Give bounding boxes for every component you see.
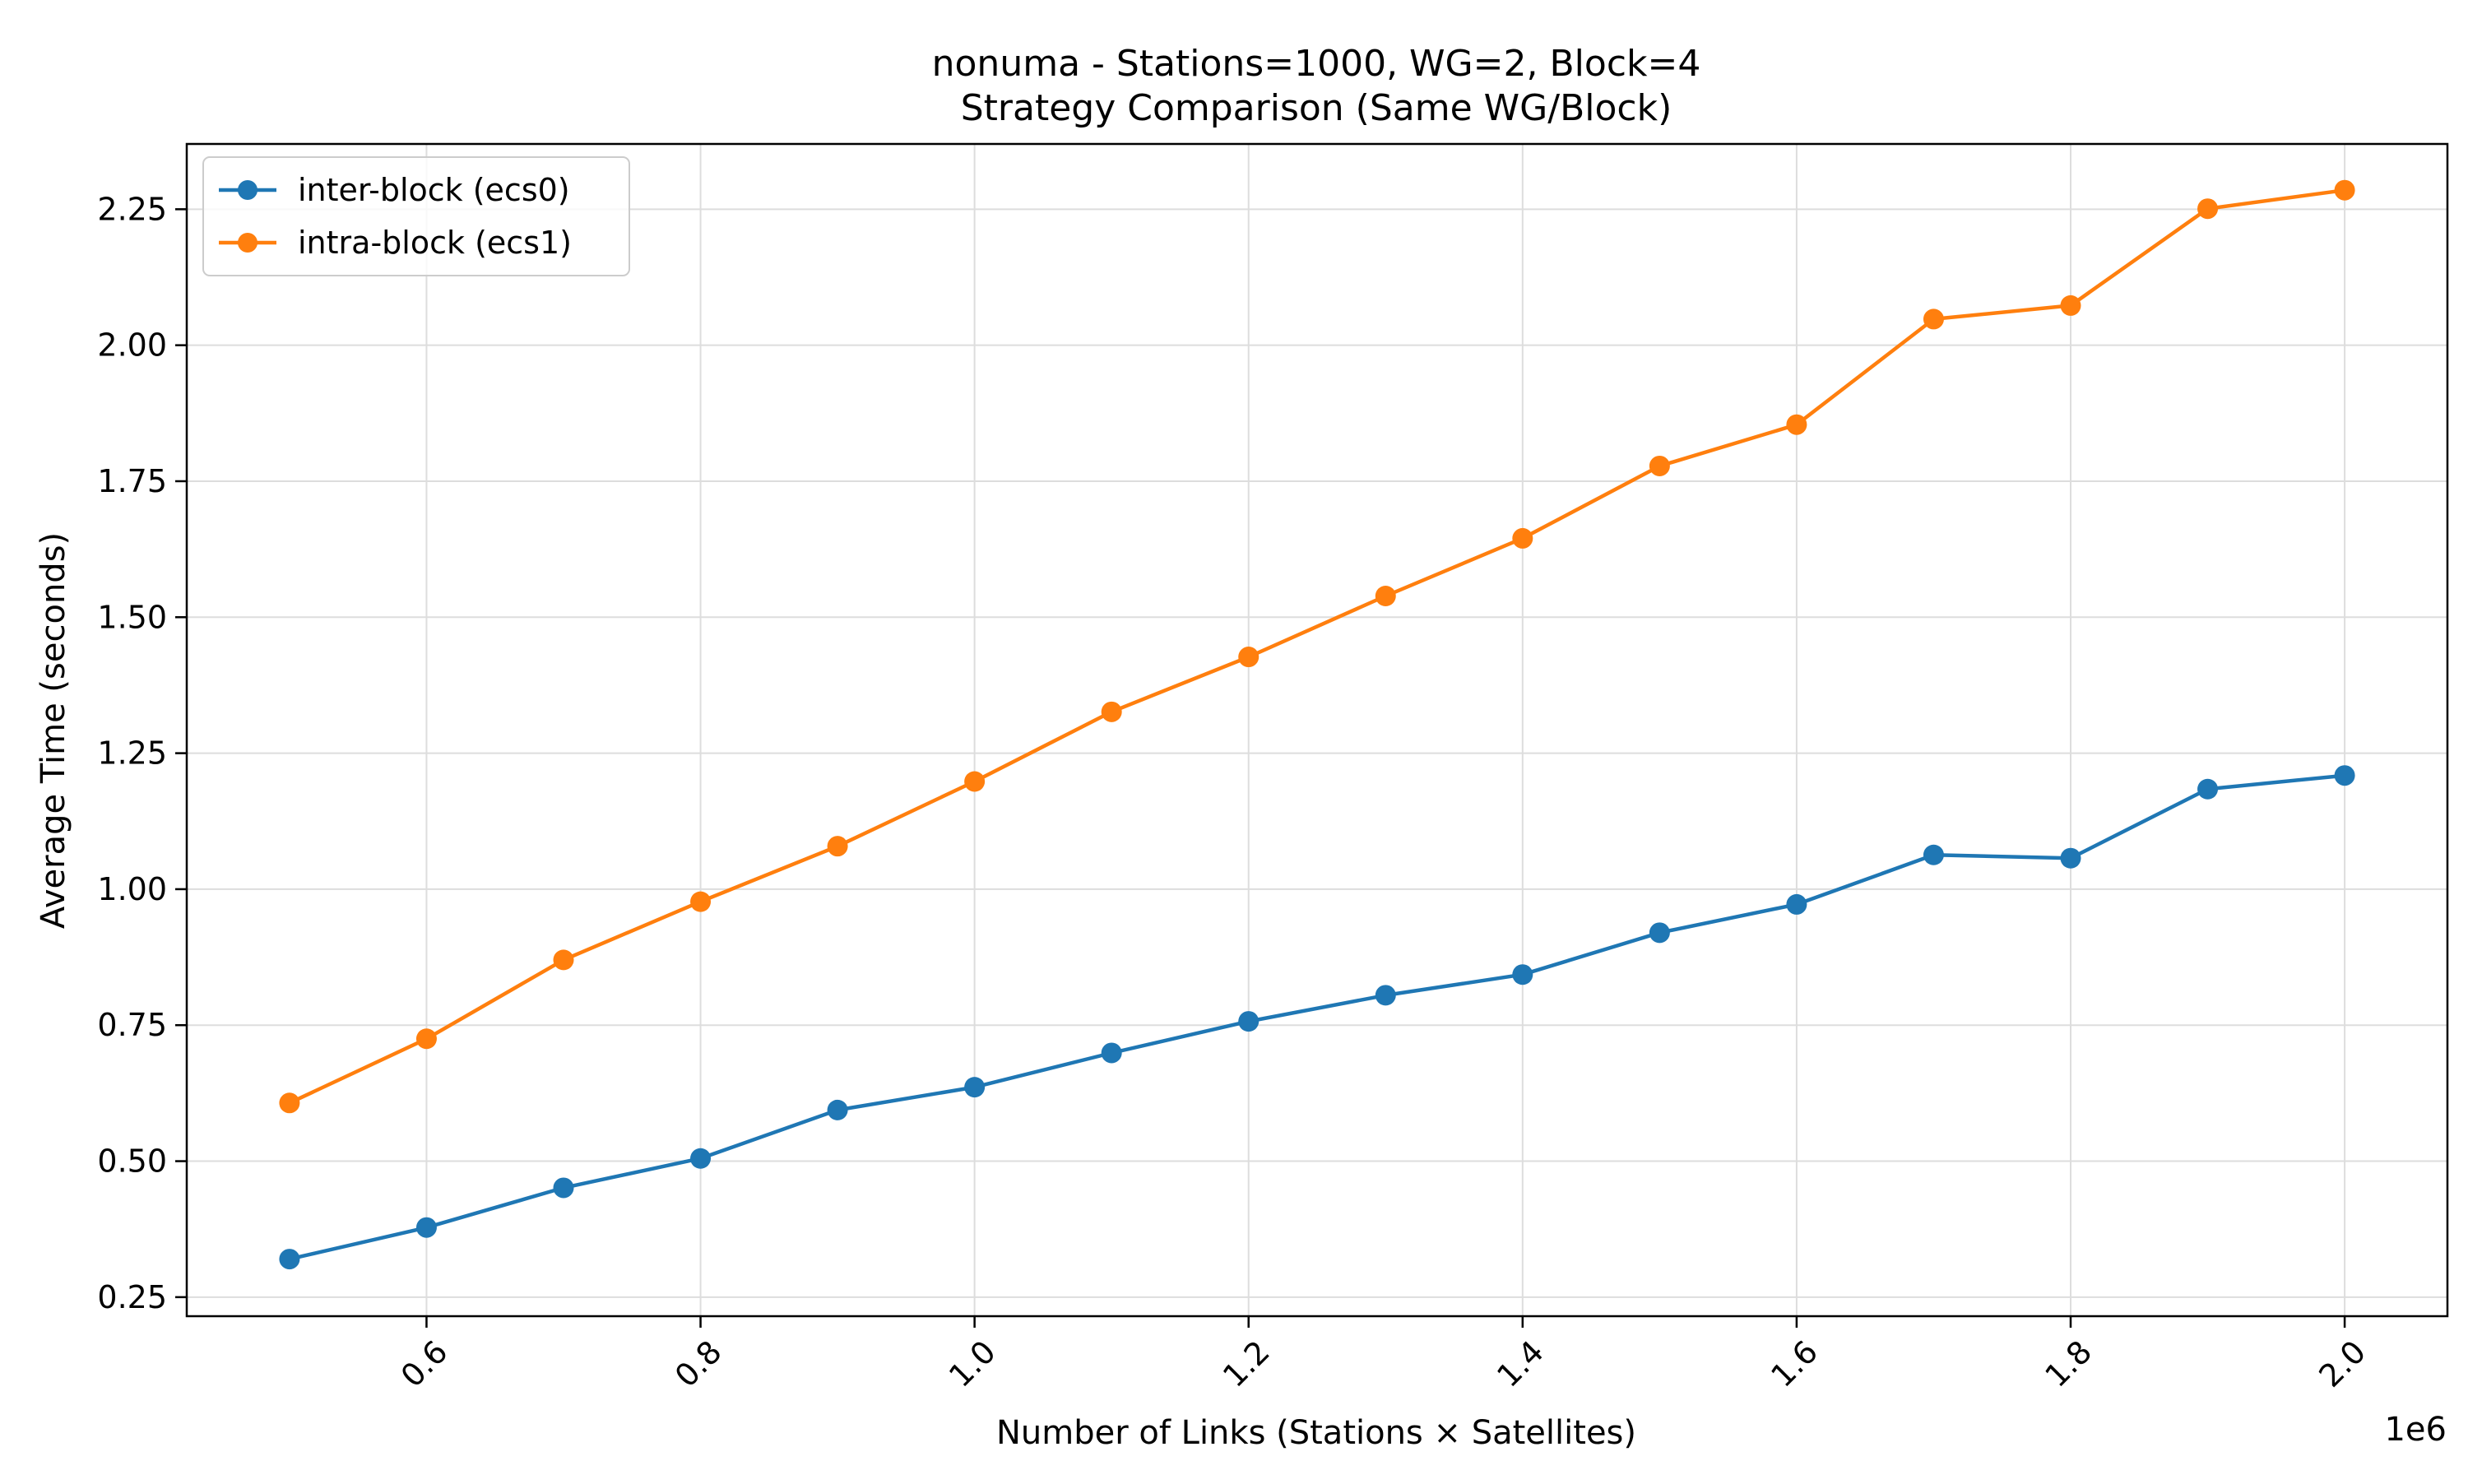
y-tick-label: 1.00 bbox=[97, 871, 167, 907]
x-axis-label: Number of Links (Stations × Satellites) bbox=[996, 1414, 1636, 1452]
data-point bbox=[415, 1217, 437, 1238]
data-point bbox=[1101, 701, 1122, 722]
y-tick-label: 0.50 bbox=[97, 1143, 167, 1180]
data-point bbox=[2334, 765, 2355, 786]
legend-marker-intra bbox=[238, 233, 257, 253]
data-point bbox=[1923, 308, 1944, 330]
data-point bbox=[1786, 414, 1807, 435]
y-tick-label: 1.25 bbox=[97, 735, 167, 772]
grid-lines bbox=[187, 144, 2447, 1316]
data-point bbox=[1649, 455, 1670, 476]
data-point bbox=[2197, 198, 2219, 220]
data-point bbox=[964, 771, 986, 792]
data-point bbox=[1649, 922, 1670, 944]
legend-box bbox=[202, 156, 630, 276]
y-tick-label: 1.75 bbox=[97, 463, 167, 499]
data-point bbox=[553, 1177, 574, 1199]
data-point bbox=[1786, 893, 1807, 915]
data-point bbox=[1512, 527, 1533, 549]
legend-label-inter: inter-block (ecs0) bbox=[298, 172, 570, 208]
y-tick-label: 2.25 bbox=[97, 191, 167, 227]
data-point bbox=[279, 1249, 300, 1270]
data-point bbox=[2060, 294, 2081, 316]
y-tick-label: 2.00 bbox=[97, 327, 167, 364]
series-layer bbox=[279, 179, 2355, 1270]
data-point bbox=[1375, 985, 1396, 1006]
series-line bbox=[287, 773, 2347, 1261]
data-point bbox=[964, 1077, 986, 1098]
series-line bbox=[287, 188, 2347, 1106]
series-1 bbox=[279, 179, 2355, 1114]
data-point bbox=[2334, 179, 2355, 201]
legend-label-intra: intra-block (ecs1) bbox=[298, 225, 572, 261]
y-axis-label: Average Time (seconds) bbox=[35, 532, 72, 929]
data-point bbox=[415, 1028, 437, 1050]
series-0 bbox=[279, 765, 2355, 1270]
chart-title: nonuma - Stations=1000, WG=2, Block=4 bbox=[932, 43, 1701, 85]
y-tick-label: 1.50 bbox=[97, 599, 167, 635]
data-point bbox=[690, 1148, 712, 1169]
data-point bbox=[1512, 964, 1533, 985]
data-point bbox=[1375, 586, 1396, 607]
legend: inter-block (ecs0) intra-block (ecs1) bbox=[202, 156, 630, 276]
data-point bbox=[1923, 844, 1944, 865]
data-point bbox=[2060, 847, 2081, 869]
data-point bbox=[1101, 1042, 1122, 1064]
chart-subtitle: Strategy Comparison (Same WG/Block) bbox=[961, 87, 1672, 129]
y-tick-label: 0.25 bbox=[97, 1279, 167, 1315]
data-point bbox=[1238, 1011, 1260, 1032]
plot-frame bbox=[185, 142, 2449, 1318]
x-offset-label: 1e6 bbox=[2384, 1411, 2447, 1449]
data-point bbox=[690, 891, 712, 912]
data-point bbox=[827, 836, 848, 857]
y-tick-label: 0.75 bbox=[97, 1007, 167, 1043]
data-point bbox=[553, 949, 574, 971]
legend-marker-inter bbox=[238, 180, 257, 200]
data-point bbox=[279, 1092, 300, 1114]
data-point bbox=[1238, 647, 1260, 668]
data-point bbox=[2197, 778, 2219, 800]
data-point bbox=[827, 1099, 848, 1120]
